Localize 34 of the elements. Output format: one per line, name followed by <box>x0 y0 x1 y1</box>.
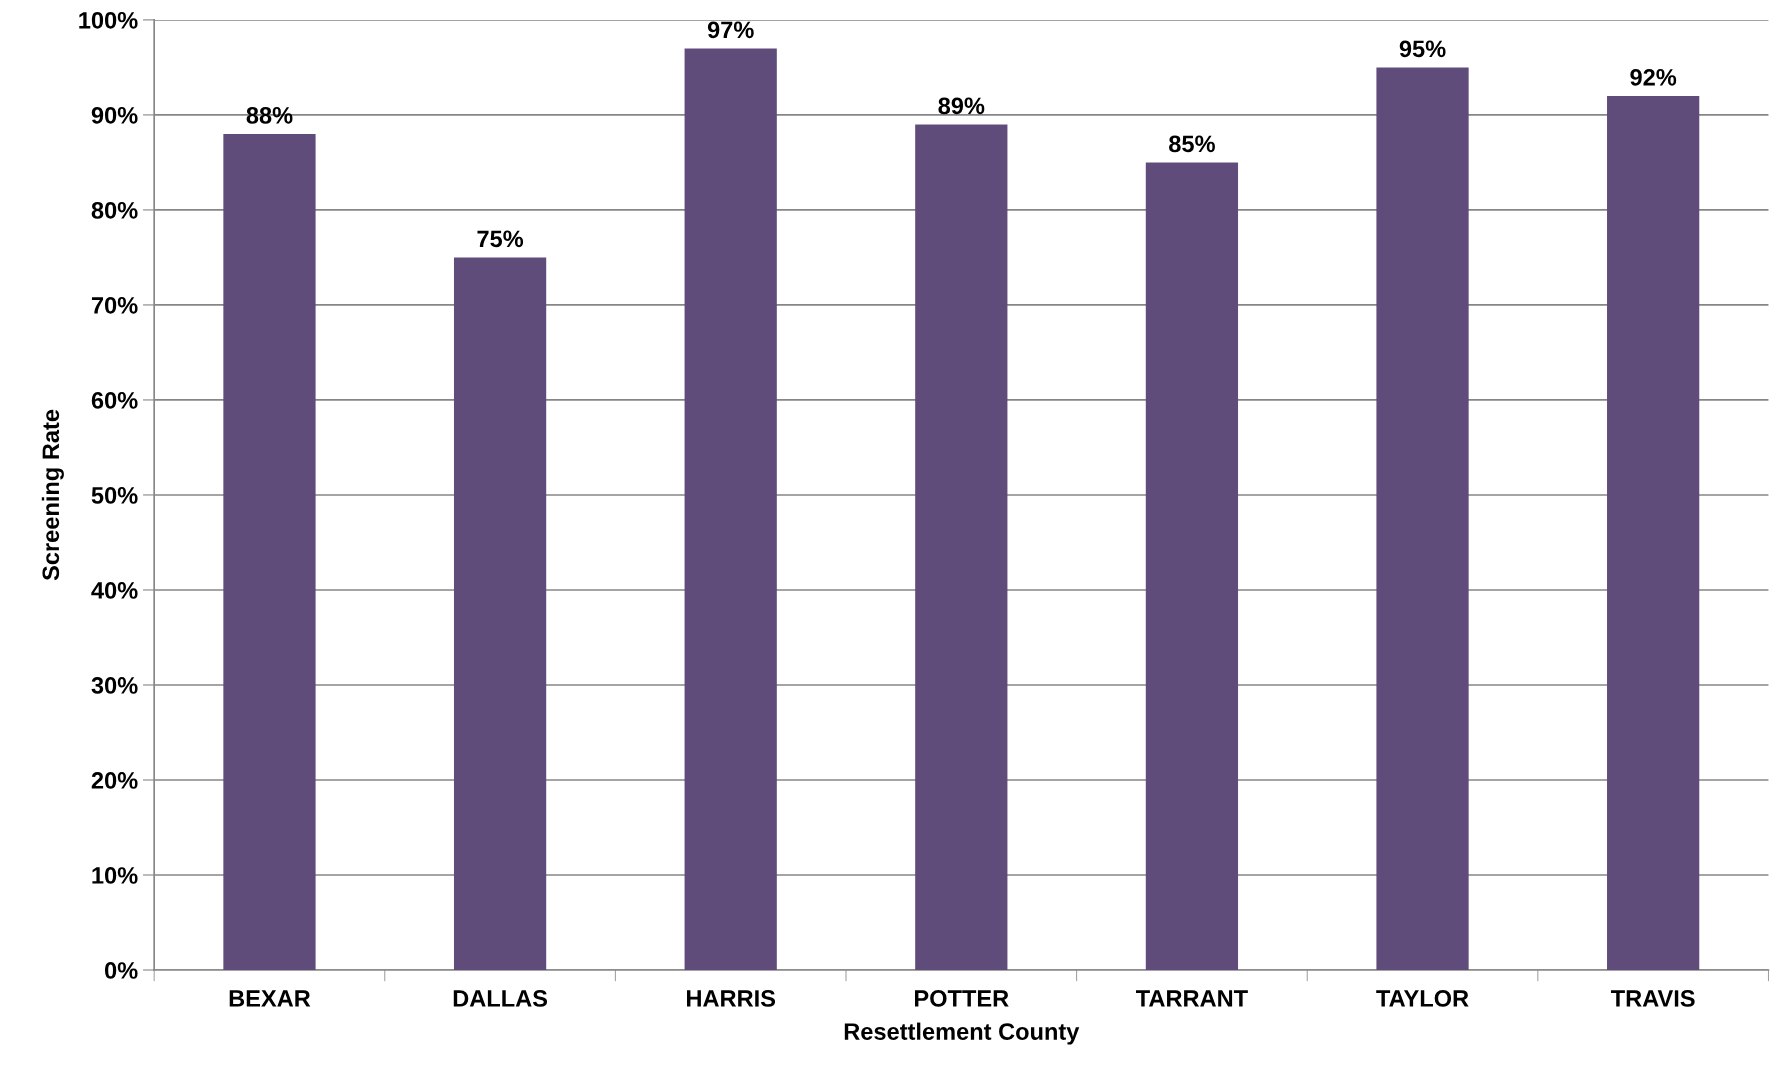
y-tick-label: 40% <box>91 582 138 599</box>
data-label: 75% <box>477 230 524 248</box>
y-tick-label: 60% <box>91 392 138 409</box>
y-axis-title: Screening Rate <box>41 409 64 581</box>
x-tick-label: TAYLOR <box>1376 990 1469 1007</box>
data-label: 92% <box>1630 68 1677 86</box>
x-tick-label: BEXAR <box>229 990 311 1007</box>
bar <box>1376 67 1469 971</box>
x-tick-label: HARRIS <box>687 990 776 1007</box>
data-label: 97% <box>707 21 754 39</box>
x-axis-title: Resettlement County <box>844 1022 1080 1045</box>
x-tick-label: TRAVIS <box>1610 990 1695 1007</box>
bar <box>1607 95 1700 971</box>
x-tick-label: POTTER <box>915 990 1009 1007</box>
bar <box>453 257 547 971</box>
x-tick-label: TARRANT <box>1136 990 1248 1007</box>
data-label: 95% <box>1399 40 1446 58</box>
x-tick-label: DALLAS <box>453 990 548 1007</box>
bar <box>915 124 1008 971</box>
data-label: 89% <box>938 97 985 115</box>
bar <box>684 48 777 971</box>
y-tick-label: 20% <box>91 772 138 789</box>
y-tick-label: 90% <box>91 106 138 124</box>
y-tick-label: 70% <box>91 297 138 314</box>
y-tick-label: 100% <box>79 11 138 29</box>
y-tick-label: 0% <box>105 962 138 979</box>
data-label: 85% <box>1169 135 1215 153</box>
bar <box>1145 162 1239 971</box>
bar <box>223 133 316 971</box>
y-tick-label: 30% <box>91 677 138 694</box>
y-tick-label: 50% <box>91 487 138 504</box>
y-tick-label: 80% <box>91 202 138 219</box>
data-label: 88% <box>246 106 293 124</box>
y-tick-label: 10% <box>92 867 138 884</box>
